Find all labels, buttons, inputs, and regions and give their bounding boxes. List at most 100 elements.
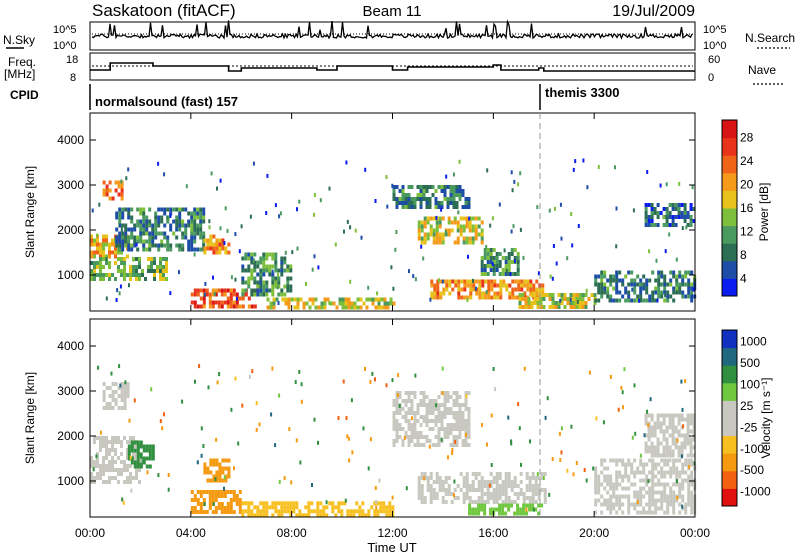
heatmap-speckle	[680, 454, 683, 459]
heatmap-cell	[575, 297, 579, 301]
heatmap-cell	[232, 288, 236, 293]
heatmap-cell	[280, 268, 284, 273]
heatmap-speckle	[486, 442, 488, 447]
heatmap-cell	[484, 279, 488, 284]
heatmap-cell	[663, 494, 667, 499]
heatmap-cell	[666, 294, 670, 299]
heatmap-cell	[480, 220, 484, 225]
heatmap-cell	[651, 290, 655, 295]
heatmap-cell	[513, 480, 517, 484]
heatmap-cell	[501, 272, 505, 276]
heatmap-cell	[151, 243, 155, 248]
heatmap-cell	[392, 443, 396, 447]
heatmap-cell	[250, 513, 254, 518]
heatmap-speckle	[135, 242, 138, 247]
heatmap-cell	[627, 486, 631, 491]
heatmap-cell	[674, 223, 678, 227]
heatmap-cell	[633, 298, 637, 303]
heatmap-cell	[426, 236, 430, 241]
heatmap-cell	[232, 494, 236, 498]
heatmap-cell	[671, 453, 675, 458]
heatmap-cell	[453, 488, 457, 492]
heatmap-cell	[480, 484, 484, 488]
heatmap-cell	[247, 264, 251, 269]
heatmap-cell	[157, 231, 161, 236]
heatmap-cell	[692, 437, 696, 442]
heatmap-cell	[102, 234, 105, 239]
heatmap-cell	[272, 297, 276, 302]
heatmap-cell	[554, 301, 558, 305]
heatmap-cell	[449, 189, 453, 193]
heatmap-cell	[471, 216, 475, 221]
heatmap-cell	[540, 503, 544, 508]
heatmap-cell	[618, 270, 622, 275]
heatmap-cell	[358, 513, 362, 518]
heatmap-cell	[223, 490, 227, 494]
heatmap-cell	[434, 399, 438, 403]
heatmap-speckle	[125, 176, 128, 181]
heatmap-cell	[480, 236, 484, 241]
heatmap-cell	[202, 235, 206, 240]
heatmap-cell	[498, 252, 502, 256]
heatmap-cell	[684, 470, 688, 475]
heatmap-cell	[531, 484, 535, 488]
heatmap-cell	[687, 462, 691, 467]
heatmap-speckle	[676, 495, 679, 500]
heatmap-cell	[218, 250, 222, 255]
heatmap-cell	[215, 474, 219, 479]
heatmap-cell	[492, 476, 496, 480]
heatmap-cell	[253, 292, 257, 297]
heatmap-cell	[594, 510, 598, 515]
heatmap-cell	[593, 293, 597, 297]
heatmap-speckle	[305, 281, 307, 286]
heatmap-cell	[241, 292, 245, 297]
heatmap-cell	[525, 488, 529, 492]
heatmap-cell	[468, 240, 472, 245]
heatmap-cell	[477, 488, 481, 492]
heatmap-cell	[193, 223, 197, 228]
heatmap-cell	[232, 510, 236, 514]
heatmap-cell	[511, 279, 515, 284]
heatmap-cell	[438, 484, 442, 488]
heatmap-cell	[117, 257, 120, 261]
heatmap-cell	[444, 480, 448, 484]
heatmap-cell	[455, 439, 459, 443]
heatmap-speckle	[570, 424, 573, 429]
heatmap-cell	[435, 228, 439, 233]
heatmap-cell	[686, 421, 690, 426]
heatmap-cell	[665, 445, 669, 450]
heatmap-cell	[683, 433, 687, 438]
heatmap-cell	[633, 278, 637, 283]
heatmap-cell	[678, 290, 682, 295]
heatmap-cell	[444, 500, 448, 504]
heatmap-cell	[449, 197, 453, 201]
heatmap-speckle	[328, 186, 331, 191]
heatmap-cell	[111, 456, 114, 460]
heatmap-speckle	[659, 183, 662, 188]
heatmap-cell	[657, 286, 661, 291]
heatmap-cell	[523, 283, 527, 288]
heatmap-cell	[486, 496, 490, 500]
heatmap-cell	[432, 496, 436, 500]
heatmap-cell	[680, 203, 684, 207]
heatmap-cell	[320, 301, 324, 306]
heatmap-cell	[127, 448, 131, 453]
heatmap-cell	[184, 235, 188, 240]
heatmap-cell	[448, 279, 452, 284]
heatmap-cell	[578, 297, 582, 301]
heatmap-cell	[139, 452, 143, 457]
heatmap-speckle	[200, 453, 203, 458]
heatmap-speckle	[208, 225, 211, 230]
heatmap-cell	[457, 283, 461, 288]
heatmap-cell	[499, 287, 503, 292]
heatmap-cell	[241, 280, 245, 285]
heatmap-speckle	[519, 171, 522, 176]
colorbar-frame	[721, 329, 738, 507]
heatmap-cell	[684, 478, 688, 483]
heatmap-cell	[247, 296, 251, 301]
heatmap-cell	[392, 427, 396, 431]
heatmap-cell	[138, 277, 141, 281]
heatmap-cell	[124, 207, 128, 212]
heatmap-cell	[127, 235, 131, 240]
heatmap-cell	[660, 270, 664, 275]
